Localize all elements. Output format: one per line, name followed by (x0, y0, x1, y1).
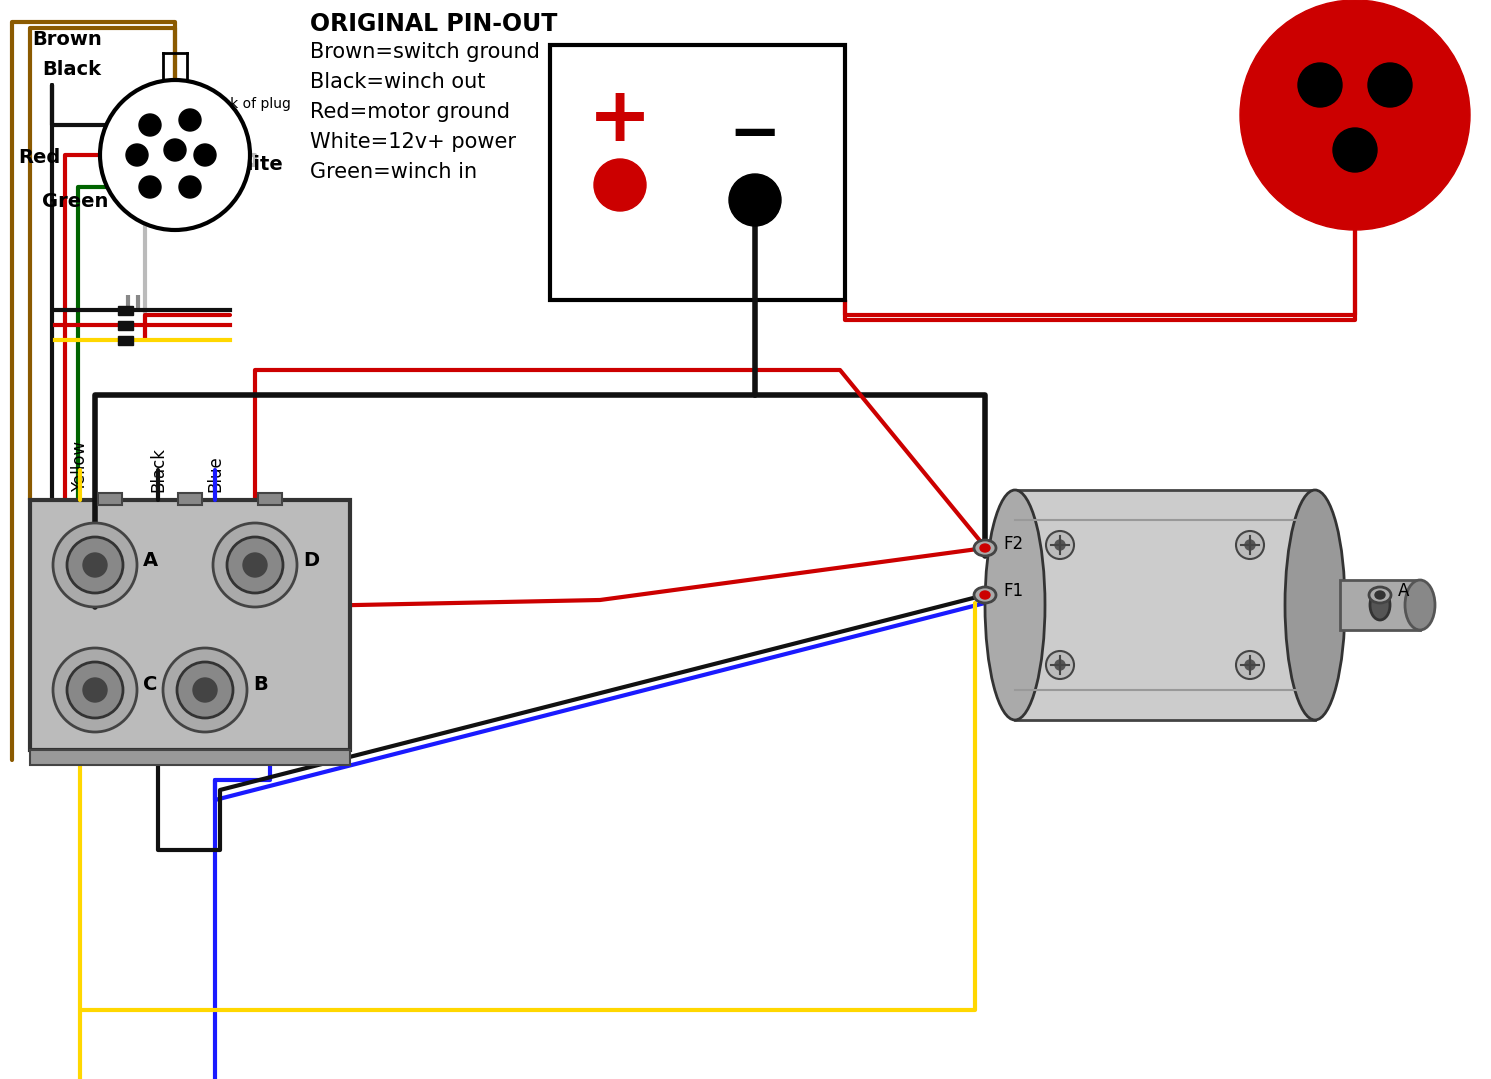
Ellipse shape (974, 587, 996, 603)
Ellipse shape (974, 540, 996, 556)
Text: Brown=switch ground: Brown=switch ground (310, 42, 540, 62)
Bar (1340, 581, 1419, 630)
Text: A: A (1399, 582, 1409, 600)
Text: ORIGINAL PIN-OUT: ORIGINAL PIN-OUT (310, 12, 558, 36)
Circle shape (67, 537, 122, 593)
Text: F2: F2 (1003, 535, 1023, 554)
Circle shape (163, 648, 248, 732)
Circle shape (139, 176, 161, 199)
Text: Brown: Brown (31, 30, 101, 49)
Bar (550, 45, 845, 300)
Text: Blue: Blue (206, 455, 224, 492)
Circle shape (213, 523, 297, 607)
Text: −: − (729, 105, 781, 165)
Circle shape (1236, 651, 1264, 679)
Text: D: D (303, 550, 319, 570)
Circle shape (192, 678, 218, 702)
Circle shape (100, 80, 250, 230)
Circle shape (1047, 651, 1074, 679)
Ellipse shape (1375, 591, 1385, 599)
Bar (177, 493, 201, 505)
Circle shape (1299, 63, 1342, 107)
Text: Green: Green (42, 192, 109, 211)
Text: White: White (218, 155, 283, 174)
Bar (30, 500, 350, 750)
Circle shape (83, 678, 107, 702)
Text: Green=winch in: Green=winch in (310, 162, 477, 182)
Text: B: B (253, 675, 268, 695)
Circle shape (1241, 0, 1470, 230)
Circle shape (179, 176, 201, 199)
Circle shape (1056, 660, 1065, 670)
Circle shape (54, 523, 137, 607)
Bar (1015, 490, 1315, 720)
Bar (118, 336, 133, 345)
Circle shape (139, 114, 161, 136)
Bar (258, 493, 282, 505)
Circle shape (83, 554, 107, 577)
Circle shape (127, 144, 148, 166)
Circle shape (67, 663, 122, 718)
Ellipse shape (980, 591, 990, 599)
Text: Black: Black (42, 60, 101, 79)
Circle shape (54, 648, 137, 732)
Ellipse shape (986, 490, 1045, 720)
Text: back of plug: back of plug (204, 97, 291, 111)
Circle shape (179, 109, 201, 131)
Circle shape (593, 159, 646, 211)
Circle shape (1245, 660, 1255, 670)
Text: White=12v+ power: White=12v+ power (310, 132, 516, 152)
Ellipse shape (1285, 490, 1345, 720)
Text: Yellow: Yellow (72, 441, 89, 492)
Text: A: A (143, 550, 158, 570)
Circle shape (729, 174, 781, 226)
Bar (98, 493, 122, 505)
Circle shape (194, 144, 216, 166)
Circle shape (1056, 540, 1065, 550)
Bar (118, 320, 133, 330)
Text: Black: Black (149, 447, 167, 492)
Circle shape (1047, 531, 1074, 559)
Circle shape (177, 663, 233, 718)
Text: Red=motor ground: Red=motor ground (310, 103, 510, 122)
Circle shape (1236, 531, 1264, 559)
Ellipse shape (980, 544, 990, 552)
Text: +: + (587, 83, 652, 158)
Circle shape (227, 537, 283, 593)
Ellipse shape (1405, 581, 1434, 630)
Text: Red: Red (18, 148, 60, 167)
Text: C: C (143, 675, 158, 695)
Circle shape (164, 139, 186, 161)
Ellipse shape (1370, 590, 1390, 620)
Circle shape (1245, 540, 1255, 550)
Text: Black=winch out: Black=winch out (310, 72, 486, 92)
Bar (118, 306, 133, 315)
Text: F1: F1 (1003, 582, 1023, 600)
Circle shape (1369, 63, 1412, 107)
Circle shape (243, 554, 267, 577)
Bar (30, 750, 350, 765)
Circle shape (1333, 128, 1378, 172)
Ellipse shape (1369, 587, 1391, 603)
